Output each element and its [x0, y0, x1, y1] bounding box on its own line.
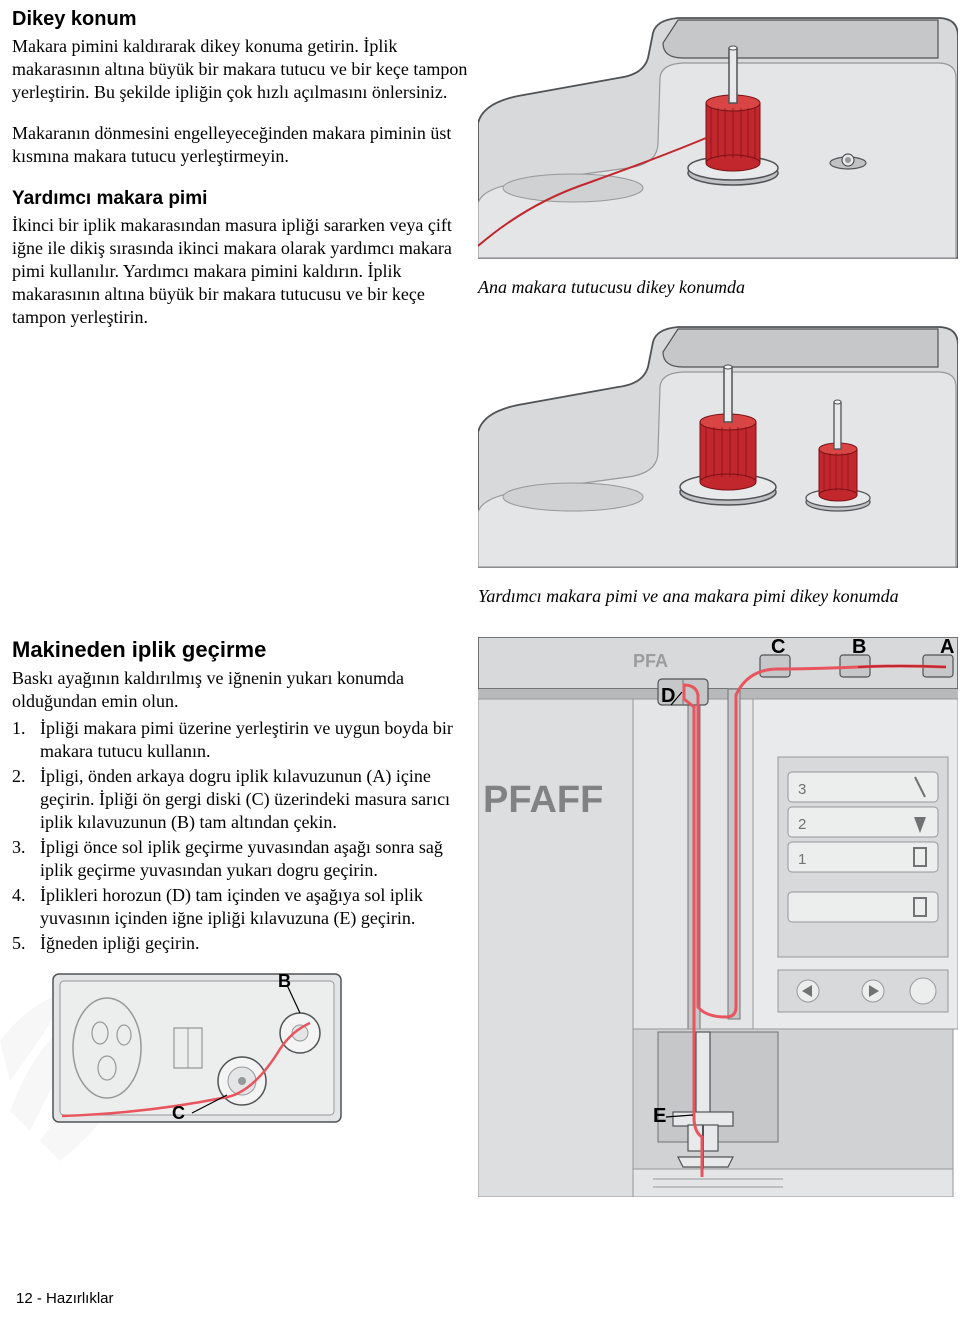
- svg-text:B: B: [852, 637, 866, 658]
- figure-main-spool-vertical: [478, 8, 958, 268]
- caption-figure2: Yardımcı makara pimi ve ana makara pimi …: [478, 585, 958, 608]
- svg-text:3: 3: [798, 781, 806, 798]
- svg-text:PFA: PFA: [633, 651, 668, 671]
- section1-heading: Dikey konum: [12, 8, 468, 31]
- svg-text:E: E: [653, 1105, 666, 1127]
- section3-heading: Makineden iplik geçirme: [12, 637, 468, 663]
- figure-aux-spool-vertical: [478, 317, 958, 577]
- threading-steps-list: 1.İpliği makara pimi üzerine yerleştirin…: [12, 717, 468, 955]
- step-4: 4.İplikleri horozun (D) tam içinden ve a…: [12, 884, 468, 930]
- svg-text:D: D: [661, 685, 675, 707]
- section1-para2: Makaranın dönmesini engelleyeceğinden ma…: [12, 122, 468, 168]
- svg-text:PFAFF: PFAFF: [483, 779, 603, 821]
- section2-heading: Yardımcı makara pimi: [12, 188, 468, 210]
- page-footer: 12 - Hazırlıklar: [16, 1290, 114, 1307]
- svg-text:2: 2: [798, 816, 806, 833]
- caption-figure1: Ana makara tutucusu dikey konumda: [478, 276, 958, 299]
- step-3: 3.İpligi önce sol iplik geçirme yuvasınd…: [12, 836, 468, 882]
- svg-text:C: C: [172, 1103, 185, 1123]
- figure-threading-front: PFAFF PFA 3 2 1: [478, 637, 958, 1197]
- svg-text:A: A: [940, 637, 954, 658]
- svg-text:B: B: [278, 973, 291, 991]
- svg-text:1: 1: [798, 851, 806, 868]
- section1-para1: Makara pimini kaldırarak dikey konuma ge…: [12, 35, 468, 104]
- step-1: 1.İpliği makara pimi üzerine yerleştirin…: [12, 717, 468, 763]
- section2-para: İkinci bir iplik makarasından masura ipl…: [12, 214, 468, 329]
- figure-top-bc-diagram: B C: [52, 973, 468, 1123]
- section3-intro: Baskı ayağının kaldırılmış ve iğnenin yu…: [12, 667, 468, 713]
- step-5: 5.İğneden ipliği geçirin.: [12, 932, 468, 955]
- svg-text:C: C: [771, 637, 785, 658]
- step-2: 2.İpligi, önden arkaya dogru iplik kılav…: [12, 765, 468, 834]
